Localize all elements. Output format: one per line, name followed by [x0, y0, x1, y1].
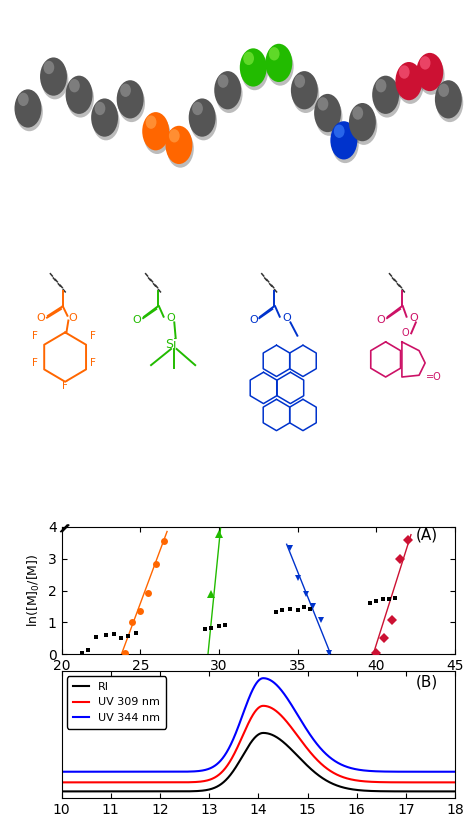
Ellipse shape — [292, 75, 319, 113]
Ellipse shape — [16, 93, 43, 131]
Ellipse shape — [291, 71, 318, 109]
Text: (A): (A) — [416, 528, 438, 542]
Ellipse shape — [216, 75, 243, 113]
Ellipse shape — [294, 74, 305, 88]
Ellipse shape — [190, 102, 217, 141]
Ellipse shape — [350, 107, 377, 145]
Ellipse shape — [330, 121, 357, 160]
Ellipse shape — [240, 49, 267, 86]
Text: O: O — [249, 314, 258, 324]
Text: Si: Si — [165, 337, 177, 351]
Ellipse shape — [95, 102, 105, 115]
Ellipse shape — [243, 52, 254, 65]
Ellipse shape — [69, 79, 80, 92]
Ellipse shape — [332, 125, 359, 163]
Ellipse shape — [352, 106, 363, 119]
Ellipse shape — [372, 76, 399, 114]
Text: =O: =O — [426, 372, 442, 382]
Ellipse shape — [375, 79, 386, 92]
Ellipse shape — [418, 57, 445, 95]
Ellipse shape — [349, 103, 376, 142]
Ellipse shape — [435, 80, 462, 119]
Ellipse shape — [120, 84, 131, 97]
Ellipse shape — [420, 56, 430, 70]
Ellipse shape — [117, 80, 144, 119]
Y-axis label: ln([M]$_0$/[M]): ln([M]$_0$/[M]) — [26, 554, 42, 627]
Ellipse shape — [146, 115, 156, 129]
Ellipse shape — [65, 76, 92, 114]
Ellipse shape — [267, 48, 294, 86]
Ellipse shape — [214, 71, 241, 109]
Ellipse shape — [15, 90, 41, 128]
Ellipse shape — [316, 97, 342, 136]
Ellipse shape — [334, 124, 345, 138]
Ellipse shape — [218, 74, 228, 88]
Text: F: F — [32, 358, 38, 368]
Ellipse shape — [18, 93, 29, 106]
Ellipse shape — [265, 44, 292, 82]
Text: (B): (B) — [416, 674, 438, 689]
X-axis label: Polymerization Time (h): Polymerization Time (h) — [167, 679, 349, 694]
Legend: RI, UV 309 nm, UV 344 nm: RI, UV 309 nm, UV 344 nm — [67, 677, 166, 728]
Text: F: F — [62, 382, 68, 392]
Ellipse shape — [399, 65, 410, 79]
Ellipse shape — [189, 99, 216, 137]
Text: O: O — [402, 328, 410, 338]
Text: F: F — [90, 358, 96, 368]
Text: O: O — [36, 313, 45, 323]
Ellipse shape — [118, 84, 145, 122]
Ellipse shape — [374, 79, 401, 118]
Ellipse shape — [269, 47, 280, 60]
Ellipse shape — [416, 53, 443, 91]
Text: F: F — [32, 331, 38, 341]
Ellipse shape — [314, 94, 341, 133]
Ellipse shape — [167, 129, 194, 168]
Ellipse shape — [192, 102, 203, 115]
Ellipse shape — [165, 126, 192, 164]
Ellipse shape — [436, 84, 463, 122]
Ellipse shape — [44, 61, 54, 74]
Ellipse shape — [169, 129, 180, 142]
Text: O: O — [409, 313, 418, 323]
Text: O: O — [69, 313, 77, 323]
Text: O: O — [377, 314, 385, 324]
Ellipse shape — [67, 79, 94, 118]
Ellipse shape — [41, 61, 68, 100]
Ellipse shape — [91, 99, 118, 137]
Ellipse shape — [40, 58, 67, 95]
Ellipse shape — [142, 112, 169, 151]
Ellipse shape — [144, 116, 171, 154]
Ellipse shape — [241, 52, 268, 91]
Ellipse shape — [92, 102, 119, 141]
Text: O: O — [133, 314, 142, 324]
Ellipse shape — [318, 97, 328, 110]
Ellipse shape — [397, 66, 424, 104]
Ellipse shape — [395, 62, 422, 100]
Text: O: O — [283, 313, 291, 323]
Text: F: F — [90, 331, 96, 341]
Text: O: O — [166, 313, 175, 323]
Ellipse shape — [438, 84, 449, 97]
